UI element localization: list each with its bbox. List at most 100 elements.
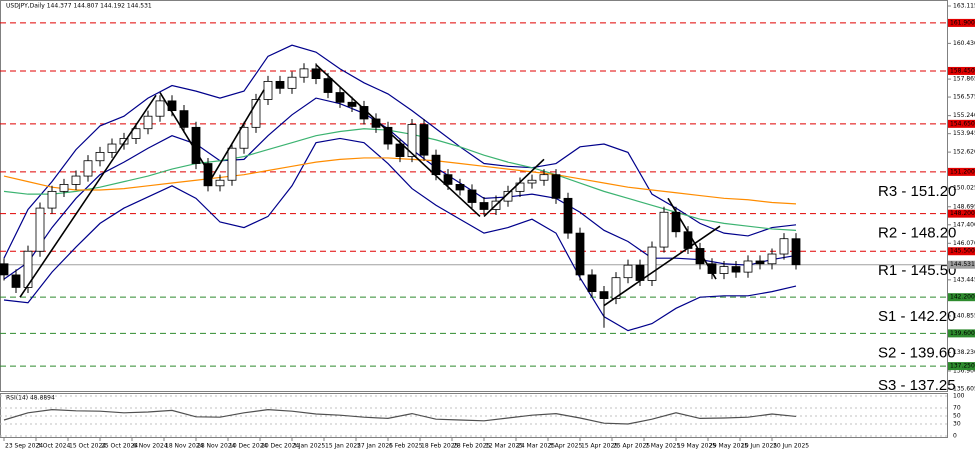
candle-body <box>275 80 285 89</box>
candle-body <box>659 211 669 248</box>
indicator-line <box>3 44 797 259</box>
level-name: R3 - 151.20 <box>878 183 956 200</box>
candle-body <box>503 190 513 202</box>
candle-body <box>251 99 261 128</box>
level-box <box>948 209 975 218</box>
x-tick-label: 3 Oct 2024 <box>37 443 70 450</box>
level-box <box>948 293 975 302</box>
candle-body <box>791 238 801 266</box>
candle-body <box>419 124 429 156</box>
x-tick-label: 10 Jun 2025 <box>741 443 777 450</box>
level-name: S2 - 139.60 <box>878 344 956 361</box>
candle-body <box>599 291 609 299</box>
y-tick-label: 140.855 <box>953 312 975 319</box>
level-box <box>948 362 975 371</box>
x-tick-label: 15 Jan 2025 <box>325 443 361 450</box>
candle-body <box>167 100 177 112</box>
candle-body <box>551 174 561 199</box>
trendline <box>315 64 481 218</box>
level-label: 137.250 <box>950 363 975 370</box>
candle-body <box>395 143 405 157</box>
y-tick-label: 163.115 <box>953 3 975 10</box>
level-name: S3 - 137.25 <box>878 377 956 394</box>
level-label: 139.600 <box>950 330 975 337</box>
candle-body <box>0 263 9 276</box>
level-label: 142.200 <box>950 294 975 301</box>
y-tick-label: 135.605 <box>953 386 975 393</box>
level-box <box>948 18 975 27</box>
candle-body <box>611 277 621 299</box>
candle-body <box>455 184 465 191</box>
candle-body <box>95 151 105 162</box>
candle-body <box>179 110 189 128</box>
level-label: 161.900 <box>950 19 975 26</box>
trendline <box>211 89 265 178</box>
x-tick-label: 27 Jan 2025 <box>357 443 393 450</box>
candle-body <box>35 207 45 252</box>
level-name: S1 - 142.20 <box>878 308 956 325</box>
y-tick-label: 136.900 <box>953 367 975 374</box>
candle-body <box>563 197 573 234</box>
candle-body <box>431 154 441 176</box>
x-tick-label: 15 Oct 2024 <box>69 443 106 450</box>
x-tick-label: 20 Dec 2024 <box>261 443 300 450</box>
candle-body <box>575 232 585 276</box>
rsi-tick-label: 100 <box>953 393 965 400</box>
trendline <box>603 225 721 307</box>
trendline <box>19 94 157 298</box>
candle-body <box>527 179 537 184</box>
candle-body <box>647 246 657 281</box>
candle-body <box>719 266 729 274</box>
candle-body <box>695 248 705 265</box>
candle-body <box>467 189 477 203</box>
candle-body <box>347 101 357 107</box>
x-tick-label: 28 Feb 2025 <box>453 443 491 450</box>
x-tick-label: 19 May 2025 <box>677 443 716 450</box>
candle-body <box>587 274 597 293</box>
x-tick-label: 6 Nov 2024 <box>133 443 168 450</box>
indicator-line <box>3 137 797 332</box>
x-tick-label: 6 Feb 2025 <box>389 443 423 450</box>
level-box <box>948 167 975 176</box>
x-tick-label: 7 May 2025 <box>645 443 680 450</box>
rsi-tick-label: 50 <box>953 413 961 420</box>
x-tick-label: 12 Mar 2025 <box>485 443 523 450</box>
trendline <box>667 197 717 280</box>
level-box <box>948 329 975 338</box>
level-label: 158.450 <box>950 67 975 74</box>
level-name: R2 - 148.20 <box>878 225 956 242</box>
y-tick-label: 138.230 <box>953 349 975 356</box>
candle-body <box>239 126 249 149</box>
x-tick-label: 28 Nov 2024 <box>197 443 236 450</box>
rsi-tick-label: 30 <box>953 421 961 428</box>
rsi-tick-label: 70 <box>953 405 961 412</box>
x-tick-label: 25 Apr 2025 <box>613 443 650 450</box>
y-tick-label: 148.695 <box>953 203 975 210</box>
y-tick-label: 147.400 <box>953 221 975 228</box>
x-tick-label: 23 Sep 2024 <box>5 443 43 450</box>
candle-body <box>743 260 753 273</box>
candle-body <box>383 126 393 145</box>
y-tick-label: 143.445 <box>953 276 975 283</box>
candle-body <box>443 174 453 185</box>
y-tick-label: 160.430 <box>953 40 975 47</box>
rsi-line <box>3 408 797 425</box>
y-tick-label: 155.240 <box>953 112 975 119</box>
candle-body <box>479 202 489 210</box>
trendline <box>159 92 213 178</box>
candle-body <box>539 174 549 181</box>
level-label: 154.650 <box>950 120 975 127</box>
x-tick-label: 15 Apr 2025 <box>581 443 618 450</box>
candle-body <box>131 128 141 139</box>
y-tick-label: 153.945 <box>953 130 975 137</box>
x-tick-label: 3 Apr 2025 <box>549 443 582 450</box>
x-tick-label: 25 Oct 2024 <box>101 443 138 450</box>
level-box <box>948 247 975 256</box>
x-tick-label: 24 Mar 2025 <box>517 443 555 450</box>
candle-body <box>227 147 237 181</box>
level-box <box>948 260 975 269</box>
candle-body <box>287 76 297 89</box>
candle-body <box>107 143 117 153</box>
